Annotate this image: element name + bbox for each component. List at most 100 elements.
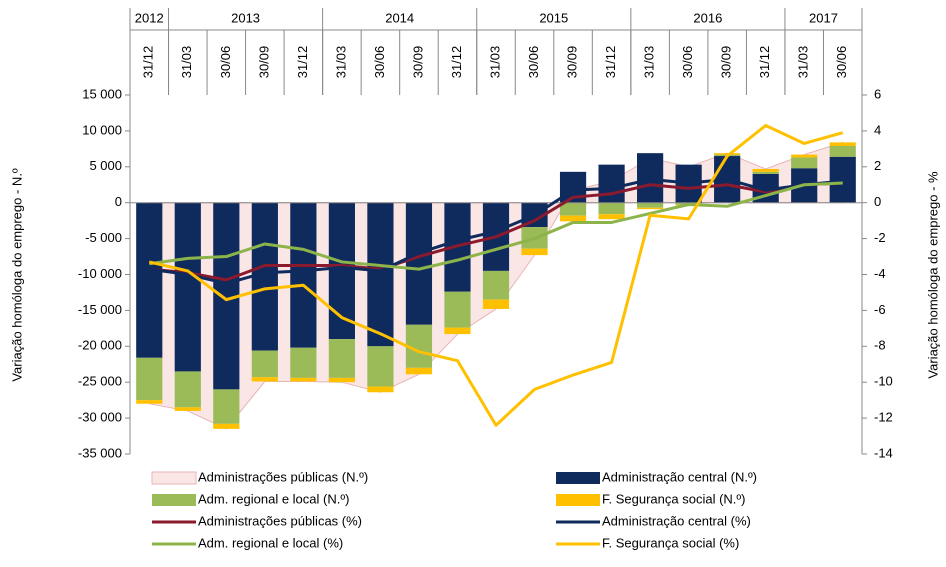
bar xyxy=(328,339,355,378)
bar xyxy=(482,270,510,300)
year-label: 2013 xyxy=(231,10,260,25)
bar xyxy=(482,299,510,309)
y2-tick-label: -14 xyxy=(874,445,893,460)
legend-label: Adm. regional e local (N.º) xyxy=(198,491,349,506)
bar xyxy=(290,202,317,348)
x-tick-label: 31/03 xyxy=(642,46,657,79)
bar xyxy=(213,423,240,429)
legend-swatch xyxy=(152,494,196,506)
bar xyxy=(136,357,163,401)
bar xyxy=(174,371,201,408)
bar xyxy=(829,145,856,157)
year-label: 2016 xyxy=(693,10,722,25)
line xyxy=(149,177,843,285)
year-label: 2015 xyxy=(539,10,568,25)
bar xyxy=(213,389,240,424)
legend-swatch xyxy=(556,472,600,484)
legend-label: F. Segurança social (%) xyxy=(602,535,739,550)
x-tick-label: 30/09 xyxy=(410,46,425,79)
bar xyxy=(328,377,355,383)
bar xyxy=(290,377,317,382)
x-tick-label: 30/09 xyxy=(256,46,271,79)
y-tick-label: 10 000 xyxy=(82,122,122,137)
y-tick-label: -5 000 xyxy=(85,230,122,245)
bar xyxy=(367,386,394,393)
bar xyxy=(367,346,394,387)
y-tick-label: -25 000 xyxy=(78,374,122,389)
y2-tick-label: 0 xyxy=(874,194,881,209)
bar xyxy=(752,171,779,174)
legend-label: Administrações públicas (N.º) xyxy=(198,469,368,484)
bar xyxy=(829,142,856,146)
bar xyxy=(251,350,278,378)
legend-label: Administração central (%) xyxy=(602,513,751,528)
bar xyxy=(752,168,779,172)
y2-tick-label: 6 xyxy=(874,86,881,101)
line xyxy=(149,181,843,271)
x-tick-label: 30/06 xyxy=(372,46,387,79)
y-axis-title: Variação homóloga do emprego - N.º xyxy=(9,168,24,382)
y2-tick-label: 4 xyxy=(874,122,881,137)
y2-axis-title: Variação homóloga do emprego - % xyxy=(925,171,940,379)
bar xyxy=(791,157,818,169)
y-tick-label: -15 000 xyxy=(78,302,122,317)
line xyxy=(149,181,843,282)
y-tick-label: 15 000 xyxy=(82,86,122,101)
y2-tick-label: -6 xyxy=(874,302,886,317)
x-tick-label: 31/03 xyxy=(179,46,194,79)
line xyxy=(148,124,844,427)
bar xyxy=(559,215,587,222)
legend-label: F. Segurança social (N.º) xyxy=(602,491,745,506)
x-tick-label: 30/09 xyxy=(719,46,734,79)
bar xyxy=(637,202,664,208)
bar xyxy=(637,207,664,210)
legend-swatch xyxy=(556,494,600,506)
bar xyxy=(598,164,625,203)
bar xyxy=(791,154,818,158)
legend-swatch xyxy=(151,471,197,485)
bar xyxy=(521,248,548,256)
bar xyxy=(367,202,394,347)
x-tick-label: 30/06 xyxy=(680,46,695,79)
bar xyxy=(136,400,163,404)
bar xyxy=(405,367,433,375)
y-tick-label: -20 000 xyxy=(78,338,122,353)
x-tick-label: 31/12 xyxy=(757,46,772,79)
legend-label: Administrações públicas (%) xyxy=(198,513,362,528)
bar xyxy=(829,156,856,203)
bar xyxy=(559,202,587,216)
x-tick-label: 31/03 xyxy=(487,46,502,79)
bar xyxy=(714,153,741,155)
year-label: 2017 xyxy=(809,10,838,25)
y-tick-label: 0 xyxy=(115,194,122,209)
bar xyxy=(598,202,625,215)
year-label: 2014 xyxy=(385,10,414,25)
y-tick-label: 5 000 xyxy=(89,158,122,173)
y-tick-label: -30 000 xyxy=(78,410,122,425)
legend-label: Administração central (N.º) xyxy=(602,469,757,484)
y2-tick-label: -8 xyxy=(874,338,886,353)
y-tick-label: -35 000 xyxy=(78,445,122,460)
bar xyxy=(136,202,163,358)
bar xyxy=(444,327,471,335)
x-tick-label: 31/12 xyxy=(141,46,156,79)
bar xyxy=(174,407,201,411)
bar xyxy=(174,202,201,372)
x-tick-label: 31/12 xyxy=(295,46,310,79)
y2-tick-label: -10 xyxy=(874,374,893,389)
y2-tick-label: -12 xyxy=(874,410,893,425)
x-tick-label: 30/09 xyxy=(564,46,579,79)
y-tick-label: -10 000 xyxy=(78,266,122,281)
x-tick-label: 31/03 xyxy=(796,46,811,79)
y2-tick-label: 2 xyxy=(874,158,881,173)
x-tick-label: 30/06 xyxy=(218,46,233,79)
x-tick-label: 30/06 xyxy=(834,46,849,79)
bar xyxy=(405,202,433,325)
x-tick-label: 31/12 xyxy=(603,46,618,79)
legend-label: Adm. regional e local (%) xyxy=(198,535,343,550)
bar xyxy=(598,214,625,220)
bar xyxy=(251,377,278,382)
year-label: 2012 xyxy=(135,10,164,25)
x-tick-label: 31/12 xyxy=(449,46,464,79)
